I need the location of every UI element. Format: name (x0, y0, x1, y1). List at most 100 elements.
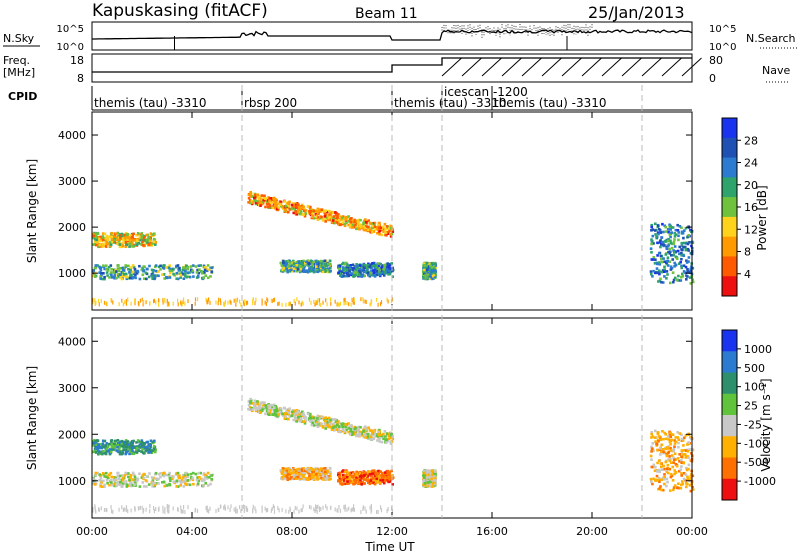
velocity-echo-cell (292, 475, 296, 478)
power-echo-cell (368, 263, 372, 267)
velocity-echo-cell (373, 474, 377, 477)
velocity-echo-cell (655, 442, 658, 446)
velocity-echo-cell (133, 483, 136, 486)
power-echo-cell (181, 268, 185, 272)
velocity-echo-cell (665, 470, 669, 473)
velocity-echo-cell (197, 471, 201, 475)
velocity-echo-cell (670, 438, 673, 442)
power-y-tick-label: 3000 (58, 175, 86, 188)
power-echo-cell (390, 235, 393, 238)
power-ground-scatter (149, 301, 151, 306)
power-ground-scatter (134, 301, 136, 306)
power-echo-cell (124, 240, 128, 244)
power-echo-cell (138, 277, 142, 281)
power-ground-scatter (289, 301, 291, 306)
velocity-echo-cell (672, 486, 676, 489)
velocity-echo-cell (686, 450, 690, 453)
velocity-ground-scatter (209, 506, 211, 511)
power-echo-cell (682, 245, 685, 249)
velocity-echo-cell (153, 481, 156, 485)
velocity-echo-cell (423, 471, 426, 475)
power-echo-cell (650, 225, 653, 229)
power-echo-cell (364, 263, 367, 267)
power-y-tick-label: 4000 (58, 129, 86, 142)
power-ground-scatter (124, 300, 126, 305)
power-echo-cell (282, 207, 285, 210)
power-echo-cell (429, 273, 433, 276)
velocity-ground-scatter (125, 505, 128, 510)
velocity-echo-cell (357, 429, 360, 433)
velocity-ground-scatter (92, 507, 94, 511)
power-echo-cell (312, 267, 315, 271)
velocity-echo-cell (296, 418, 299, 421)
power-echo-cell (126, 238, 129, 241)
power-echo-cell (687, 256, 691, 259)
x-tick-label: 04:00 (176, 525, 208, 538)
power-ground-scatter (246, 300, 248, 305)
power-echo-cell (329, 211, 332, 215)
power-echo-cell (168, 276, 172, 279)
velocity-echo-cell (247, 403, 251, 407)
velocity-echo-cell (295, 471, 298, 475)
velocity-echo-cell (312, 416, 316, 420)
velocity-echo-cell (668, 440, 672, 444)
power-echo-cell (298, 269, 302, 273)
velocity-echo-cell (172, 475, 175, 479)
velocity-echo-cell (672, 449, 675, 453)
power-echo-cell (251, 195, 255, 198)
power-echo-cell (673, 265, 676, 268)
velocity-echo-cell (264, 412, 267, 416)
power-echo-cell (431, 271, 435, 275)
velocity-echo-cell (687, 441, 690, 444)
power-echo-cell (131, 264, 135, 267)
power-echo-cell (672, 280, 675, 284)
power-echo-cell (326, 218, 330, 221)
power-echo-cell (658, 261, 661, 264)
power-echo-cell (283, 200, 286, 203)
velocity-echo-cell (313, 469, 316, 472)
velocity-ground-scatter (106, 508, 108, 513)
velocity-echo-cell (677, 469, 681, 473)
velocity-echo-cell (304, 469, 307, 472)
velocity-echo-cell (154, 448, 157, 451)
velocity-echo-cell (263, 401, 266, 404)
power-echo-cell (254, 201, 258, 205)
velocity-echo-cell (688, 484, 692, 487)
velocity-echo-cell (382, 475, 385, 479)
power-echo-cell (317, 260, 320, 264)
velocity-echo-cell (147, 450, 151, 454)
velocity-echo-cell (305, 468, 308, 471)
power-echo-cell (320, 264, 323, 268)
power-ground-scatter (270, 298, 272, 303)
power-echo-cell (94, 264, 98, 267)
velocity-echo-cell (284, 471, 287, 475)
velocity-echo-cell (196, 482, 200, 485)
power-echo-cell (355, 268, 358, 272)
velocity-echo-cell (364, 425, 367, 428)
power-echo-cell (100, 239, 103, 243)
velocity-echo-cell (355, 433, 358, 436)
velocity-echo-cell (683, 449, 686, 452)
velocity-echo-cell (279, 410, 282, 413)
power-echo-cell (92, 243, 95, 246)
power-echo-cell (256, 193, 259, 196)
power-ground-scatter (233, 298, 235, 303)
velocity-echo-cell (651, 442, 655, 445)
velocity-echo-cell (188, 483, 192, 487)
power-ground-scatter (302, 301, 304, 306)
power-echo-cell (380, 269, 384, 273)
velocity-ground-scatter (166, 508, 169, 513)
velocity-echo-cell (126, 440, 130, 443)
velocity-echo-cell (389, 434, 393, 437)
velocity-echo-cell (339, 482, 342, 485)
power-echo-cell (656, 241, 659, 245)
power-echo-cell (299, 267, 303, 271)
velocity-y-tick-label: 4000 (58, 335, 86, 348)
power-echo-cell (663, 260, 666, 263)
velocity-echo-cell (105, 450, 108, 453)
velocity-echo-cell (377, 435, 381, 438)
power-echo-cell (286, 259, 289, 263)
power-echo-cell (683, 241, 686, 245)
velocity-ground-scatter (293, 509, 295, 514)
velocity-echo-cell (306, 478, 310, 481)
